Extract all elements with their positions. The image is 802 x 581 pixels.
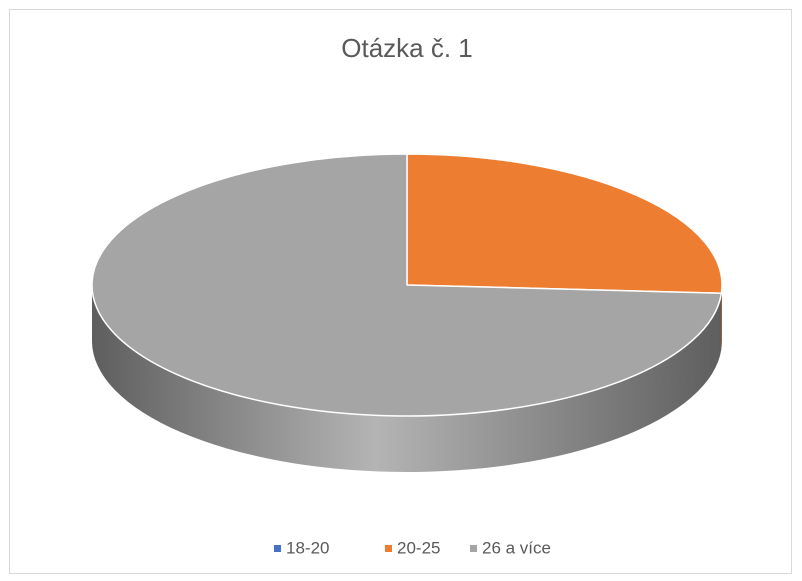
legend-marker [385,545,392,552]
legend-marker [274,545,281,552]
pie-side [92,285,722,473]
pie-side [721,285,722,350]
legend-label: 26 a více [482,538,551,557]
legend-marker [470,545,477,552]
chart-title: Otázka č. 1 [341,33,473,63]
pie-slice [91,153,723,417]
legend-label: 18-20 [286,538,329,557]
pie-slice [406,153,723,294]
legend-label: 20-25 [397,538,440,557]
